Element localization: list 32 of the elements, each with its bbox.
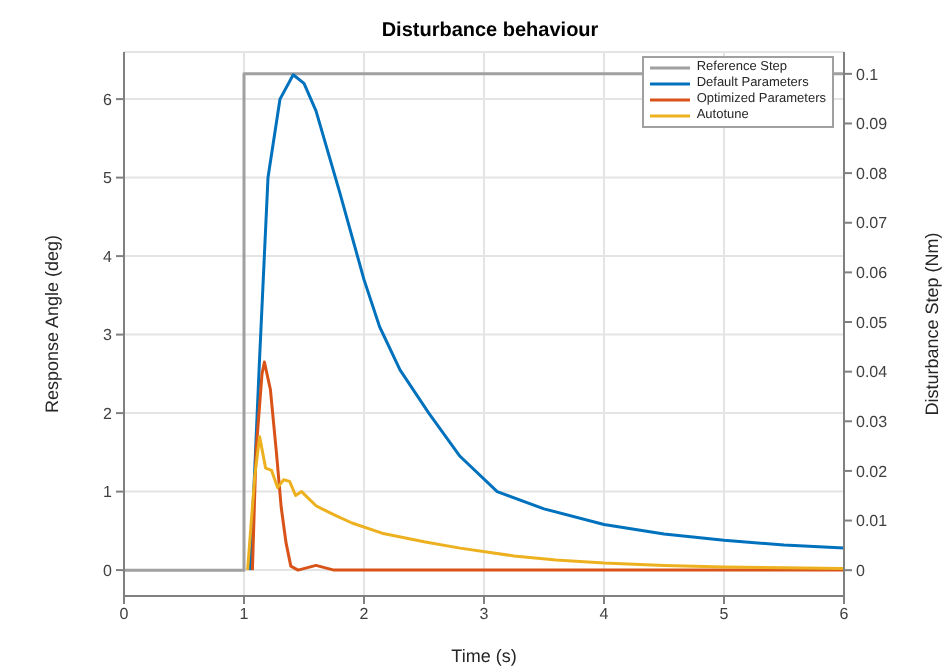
line-series xyxy=(246,435,844,572)
y-tick-label: 3 xyxy=(103,326,114,345)
x-tick-label: 2 xyxy=(359,605,370,624)
x-tick-label: 4 xyxy=(599,605,610,624)
y2-tick-label: 0.04 xyxy=(856,363,889,382)
y-tick-label: 2 xyxy=(103,404,114,423)
y2-tick-label: 0.06 xyxy=(856,264,889,283)
x-tick-label: 0 xyxy=(119,605,130,624)
y2-tick-label: 0 xyxy=(856,561,866,580)
y2-tick-label: 0.05 xyxy=(856,313,889,332)
line-series xyxy=(250,360,844,572)
y2-tick-label: 0.09 xyxy=(856,115,889,134)
x-tick-label: 3 xyxy=(479,605,490,624)
y2-tick-label: 0.03 xyxy=(856,412,889,431)
y-tick-label: 1 xyxy=(103,483,114,502)
x-tick-label: 5 xyxy=(719,605,730,624)
y-tick-label: 0 xyxy=(103,561,114,580)
x-tick-label: 6 xyxy=(839,605,850,624)
y2-tick-label: 0.02 xyxy=(856,462,889,481)
y2-axis-title: Disturbance Step (Nm) xyxy=(922,232,943,416)
chart-title: Disturbance behaviour xyxy=(379,20,601,42)
y2-tick-label: 0.08 xyxy=(856,164,889,183)
y2-tick-label: 0.07 xyxy=(856,214,889,233)
y2-tick-label: 0.1 xyxy=(856,65,880,84)
y-tick-label: 6 xyxy=(103,90,114,109)
y-tick-label: 5 xyxy=(103,169,114,188)
y-axis-title: Response Angle (deg) xyxy=(42,234,63,414)
x-axis-title: Time (s) xyxy=(451,646,517,666)
y2-tick-label: 0.01 xyxy=(856,512,889,531)
line-series xyxy=(248,73,844,572)
y-tick-label: 4 xyxy=(103,247,114,266)
x-tick-label: 1 xyxy=(239,605,250,624)
